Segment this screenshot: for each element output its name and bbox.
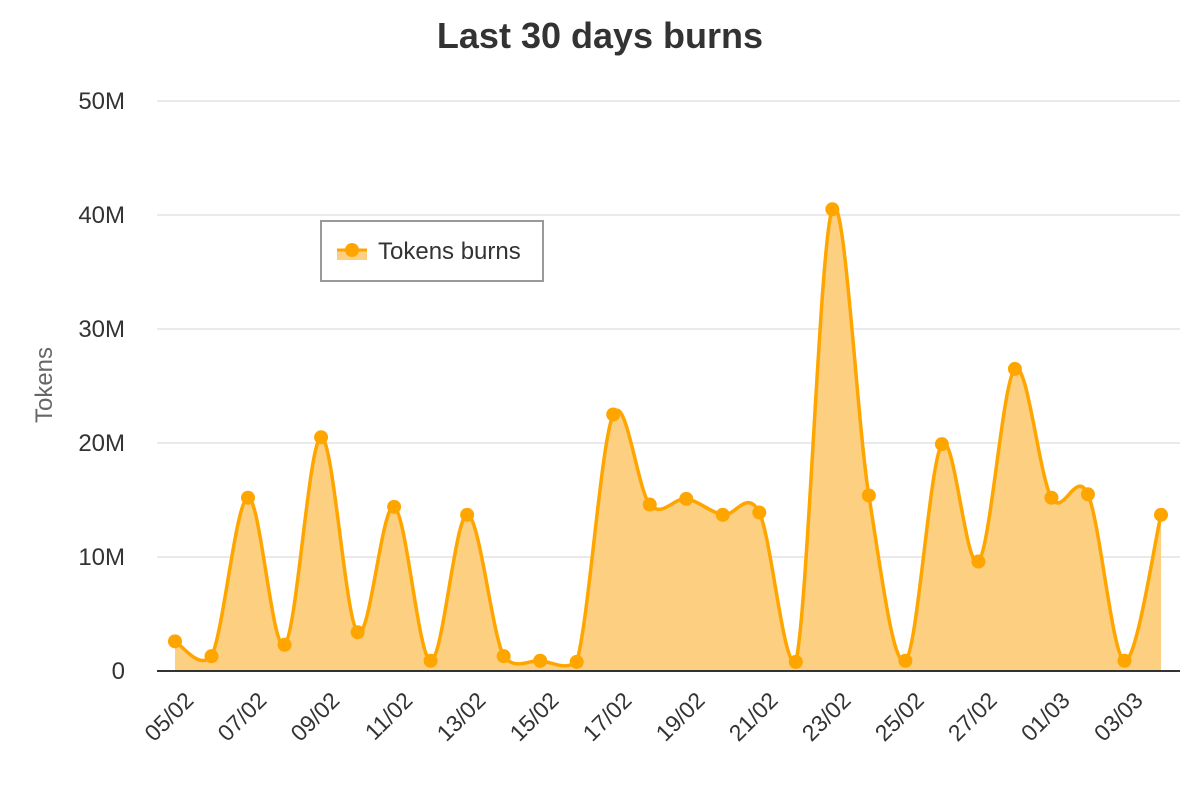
- legend-box: [320, 220, 544, 282]
- y-tick-label: 20M: [78, 430, 125, 457]
- y-tick-label: 50M: [78, 88, 125, 115]
- x-tick-label: 19/02: [651, 687, 710, 746]
- data-point-18-02[interactable]: [642, 497, 657, 512]
- data-point-21-02[interactable]: [752, 505, 767, 520]
- data-point-10-02[interactable]: [350, 625, 365, 640]
- legend-swatch-marker: [345, 243, 359, 257]
- data-point-20-02[interactable]: [715, 507, 730, 522]
- series-line: [174, 205, 1163, 668]
- data-point-03-03[interactable]: [1117, 653, 1132, 668]
- data-point-26-02[interactable]: [934, 437, 949, 452]
- data-point-25-02[interactable]: [898, 653, 913, 668]
- x-tick-label: 21/02: [724, 687, 783, 746]
- data-point-12-02[interactable]: [423, 653, 438, 668]
- x-tick-label: 17/02: [578, 687, 637, 746]
- x-axis-ticks: 05/02 07/02 09/02 11/02 13/02 15/02 17/02 19/02…: [139, 687, 1148, 746]
- data-point-16-02[interactable]: [569, 654, 584, 669]
- x-tick-label: 23/02: [797, 687, 856, 746]
- x-tick-label: 05/02: [139, 687, 198, 746]
- series-points: [168, 202, 1168, 669]
- data-point-02-03[interactable]: [1080, 487, 1095, 502]
- legend: Tokens burns: [320, 220, 544, 282]
- data-point-05-02[interactable]: [168, 634, 182, 649]
- data-point-28-02[interactable]: [1007, 361, 1022, 376]
- data-point-19-02[interactable]: [679, 491, 694, 506]
- y-tick-label: 10M: [78, 544, 125, 571]
- y-tick-label: 40M: [78, 202, 125, 229]
- x-tick-label: 25/02: [870, 687, 929, 746]
- series-area: [174, 205, 1163, 671]
- y-tick-label: 0: [112, 658, 125, 685]
- x-tick-label: 09/02: [285, 687, 344, 746]
- data-point-09-02[interactable]: [314, 430, 329, 445]
- x-tick-label: 01/03: [1016, 687, 1075, 746]
- data-point-11-02[interactable]: [387, 499, 402, 514]
- data-point-04-03[interactable]: [1154, 507, 1168, 522]
- x-tick-label: 13/02: [431, 687, 490, 746]
- data-point-01-03[interactable]: [1044, 490, 1059, 505]
- chart-title: Last 30 days burns: [437, 15, 763, 56]
- data-point-07-02[interactable]: [241, 490, 256, 505]
- data-point-23-02[interactable]: [825, 202, 840, 217]
- legend-label: Tokens burns: [378, 238, 521, 265]
- y-axis-label: Tokens: [31, 347, 58, 423]
- y-tick-label: 30M: [78, 316, 125, 343]
- x-tick-label: 11/02: [360, 687, 418, 745]
- data-point-08-02[interactable]: [277, 637, 292, 652]
- data-point-13-02[interactable]: [460, 507, 475, 522]
- y-axis-ticks: 0 10M 20M 30M 40M 50M: [78, 88, 125, 685]
- data-point-27-02[interactable]: [971, 554, 986, 569]
- x-tick-label: 27/02: [943, 687, 1002, 746]
- data-point-06-02[interactable]: [204, 649, 219, 664]
- data-point-17-02[interactable]: [606, 407, 621, 422]
- data-point-14-02[interactable]: [496, 649, 511, 664]
- data-point-15-02[interactable]: [533, 653, 548, 668]
- x-tick-label: 07/02: [212, 687, 271, 746]
- data-point-24-02[interactable]: [861, 488, 876, 503]
- data-point-22-02[interactable]: [788, 654, 803, 669]
- x-tick-label: 15/02: [505, 687, 564, 746]
- x-tick-label: 03/03: [1089, 687, 1148, 746]
